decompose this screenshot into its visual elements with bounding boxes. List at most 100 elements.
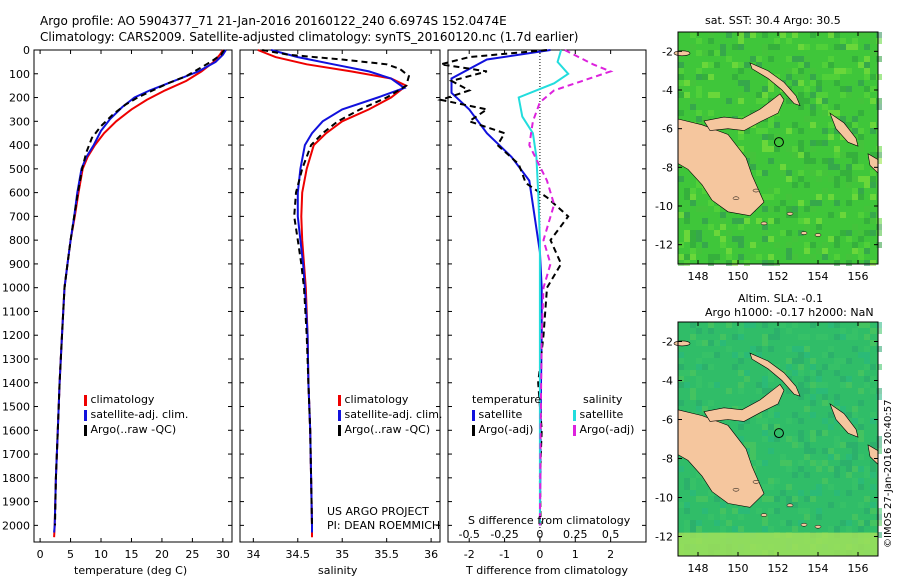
- y-tick-label: 100: [9, 68, 30, 81]
- ocean-cell: [870, 484, 876, 490]
- ocean-cell: [714, 382, 720, 388]
- ocean-cell: [834, 44, 840, 50]
- difference-xlabel: T difference from climatology: [466, 564, 628, 577]
- ocean-cell: [678, 62, 684, 68]
- ocean-cell: [852, 158, 858, 164]
- ocean-cell: [876, 508, 882, 514]
- ocean-cell: [834, 182, 840, 188]
- y-tick-label: -12: [655, 239, 673, 252]
- ocean-cell: [768, 218, 774, 224]
- ocean-cell: [792, 472, 798, 478]
- ocean-cell: [876, 104, 882, 110]
- ocean-cell: [810, 92, 816, 98]
- ocean-cell: [768, 188, 774, 194]
- ocean-cell: [744, 352, 750, 358]
- credit-text: ©IMOS 27-Jan-2016 20:40:57: [883, 399, 894, 548]
- ocean-cell: [738, 146, 744, 152]
- ocean-cell: [732, 352, 738, 358]
- ocean-cell: [870, 418, 876, 424]
- ocean-cell: [876, 364, 882, 370]
- x-tick-label: 1: [572, 548, 579, 561]
- ocean-cell: [792, 182, 798, 188]
- ocean-cell: [744, 152, 750, 158]
- ocean-cell: [864, 44, 870, 50]
- series-line: [517, 49, 570, 526]
- ocean-cell: [834, 104, 840, 110]
- y-tick-label: -4: [662, 84, 673, 97]
- ocean-cell: [798, 370, 804, 376]
- ocean-cell: [690, 526, 696, 532]
- sla-map-title: Altim. SLA: -0.1: [738, 292, 824, 305]
- legend-swatch-blue: [338, 409, 341, 421]
- ocean-cell: [696, 38, 702, 44]
- ocean-cell: [738, 68, 744, 74]
- ocean-cell: [840, 86, 846, 92]
- ocean-cell: [792, 442, 798, 448]
- ocean-cell: [702, 496, 708, 502]
- ocean-cell: [834, 322, 840, 328]
- ocean-cell: [708, 32, 714, 38]
- ocean-cell: [738, 406, 744, 412]
- ocean-cell: [762, 92, 768, 98]
- ocean-cell: [804, 248, 810, 254]
- ocean-cell: [852, 188, 858, 194]
- ocean-cell: [870, 230, 876, 236]
- ocean-cell: [834, 466, 840, 472]
- ocean-cell: [816, 376, 822, 382]
- ocean-cell: [738, 242, 744, 248]
- ocean-cell: [822, 74, 828, 80]
- ocean-cell: [768, 236, 774, 242]
- ocean-cell: [714, 520, 720, 526]
- ocean-cell: [840, 116, 846, 122]
- ocean-cell: [678, 212, 684, 218]
- ocean-cell: [816, 194, 822, 200]
- ocean-cell: [780, 200, 786, 206]
- ocean-cell: [852, 116, 858, 122]
- ocean-cell: [858, 134, 864, 140]
- ocean-cell: [822, 430, 828, 436]
- ocean-cell: [810, 254, 816, 260]
- ocean-cell: [876, 158, 882, 164]
- ocean-cell: [792, 32, 798, 38]
- y-tick-label: 1500: [2, 401, 30, 414]
- ocean-cell: [858, 188, 864, 194]
- ocean-cell: [738, 514, 744, 520]
- ocean-cell: [840, 406, 846, 412]
- land-new-britain: [703, 93, 785, 131]
- ocean-cell: [804, 496, 810, 502]
- ocean-cell: [678, 86, 684, 92]
- ocean-cell: [858, 454, 864, 460]
- ocean-cell: [738, 388, 744, 394]
- y-tick-label: -8: [662, 453, 673, 466]
- ocean-cell: [726, 388, 732, 394]
- ocean-cell: [828, 236, 834, 242]
- ocean-cell: [810, 436, 816, 442]
- ocean-cell: [870, 86, 876, 92]
- ocean-cell: [804, 454, 810, 460]
- ocean-cell: [816, 466, 822, 472]
- land-islet: [786, 503, 794, 508]
- ocean-cell: [690, 478, 696, 484]
- ocean-cell: [786, 388, 792, 394]
- ocean-cell: [696, 248, 702, 254]
- ocean-cell: [774, 424, 780, 430]
- ocean-cell: [858, 400, 864, 406]
- sla-map-subtitle: Argo h1000: -0.17 h2000: NaN: [705, 306, 874, 319]
- ocean-cell: [810, 460, 816, 466]
- ocean-cell: [798, 358, 804, 364]
- salinity-xlabel: salinity: [318, 564, 358, 577]
- ocean-cell: [756, 460, 762, 466]
- ocean-cell: [852, 454, 858, 460]
- ocean-cell: [714, 92, 720, 98]
- ocean-cell: [726, 32, 732, 38]
- ocean-cell: [828, 424, 834, 430]
- ocean-cell: [696, 230, 702, 236]
- ocean-cell: [870, 340, 876, 346]
- ocean-cell: [876, 146, 882, 152]
- ocean-cell: [786, 242, 792, 248]
- ocean-cell: [816, 334, 822, 340]
- ocean-cell: [858, 520, 864, 526]
- ocean-cell: [762, 260, 768, 266]
- ocean-cell: [750, 346, 756, 352]
- ocean-cell: [696, 92, 702, 98]
